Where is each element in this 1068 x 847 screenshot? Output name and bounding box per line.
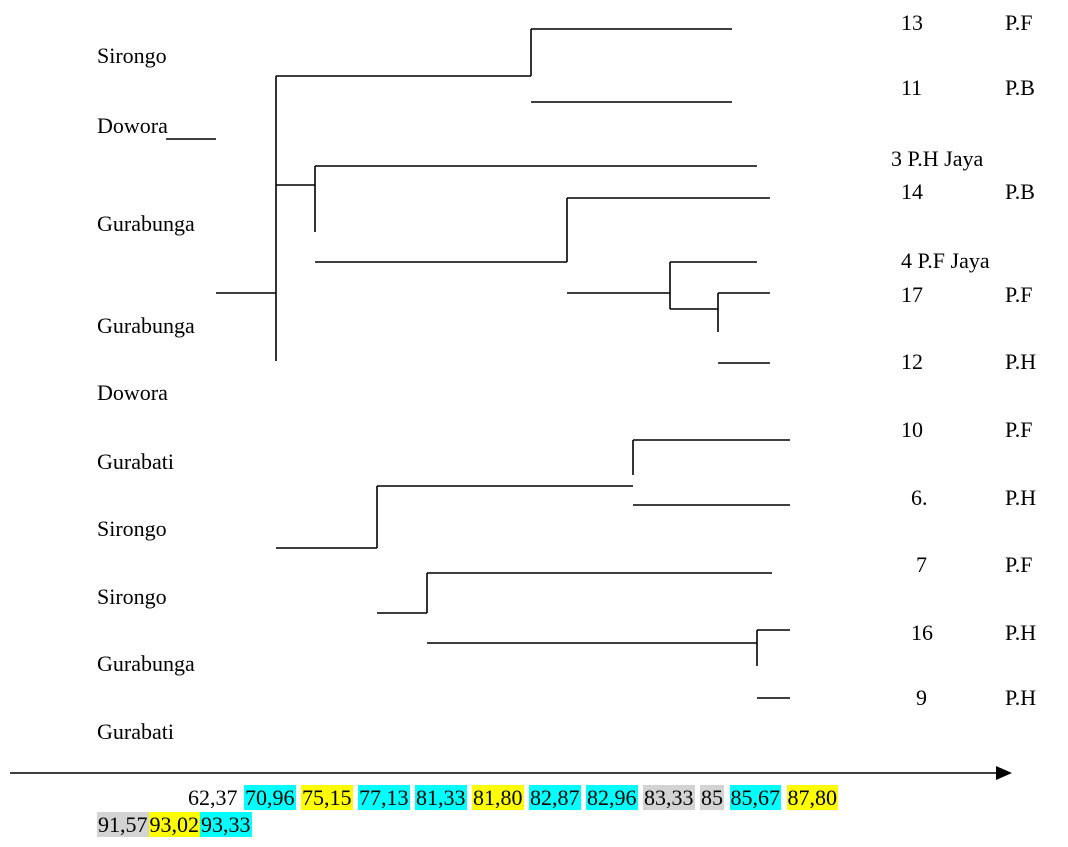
- scale-value: 85,67: [729, 785, 781, 810]
- location-label: Gurabati: [97, 719, 174, 744]
- sample-number: 13: [901, 10, 923, 35]
- sample-number: 14: [901, 179, 923, 204]
- sample-code: P.B: [1005, 75, 1035, 100]
- sample-code: P.F: [1005, 552, 1033, 577]
- location-label: Sirongo: [97, 584, 167, 609]
- location-label: Gurabunga: [97, 211, 195, 236]
- sample-number: 12: [901, 349, 923, 374]
- location-label: Dowora: [97, 113, 168, 138]
- scale-value: 93,33: [200, 812, 252, 837]
- sample-code: P.F: [1005, 10, 1033, 35]
- sample-number: 17: [901, 282, 923, 307]
- sample-code: P.H: [1005, 485, 1037, 510]
- scale-value: 70,96: [244, 785, 296, 810]
- sample-number: 16: [911, 620, 933, 645]
- sample-code: P.H: [1005, 349, 1037, 374]
- sample-code: P.F: [1005, 282, 1033, 307]
- scale-value: 62,37: [188, 785, 238, 810]
- scale-value: 91,57: [97, 812, 149, 837]
- scale-value: 83,33: [643, 785, 695, 810]
- scale-value: 82,87: [529, 785, 581, 810]
- scale-value: 82,96: [586, 785, 638, 810]
- scale-values-line-2: 91,5793,0293,33: [97, 812, 252, 838]
- location-label: Gurabati: [97, 449, 174, 474]
- sample-code: P.F: [1005, 417, 1033, 442]
- sample-number: 4 P.F Jaya: [901, 248, 990, 273]
- scale-values-line-1: 62,37 70,96 75,15 77,13 81,33 81,80 82,8…: [187, 785, 838, 811]
- sample-number: 10: [901, 417, 923, 442]
- sample-number: 3 P.H Jaya: [891, 146, 984, 171]
- arrowhead-icon: [996, 766, 1012, 780]
- location-label: Sirongo: [97, 516, 167, 541]
- location-label: Gurabunga: [97, 651, 195, 676]
- scale-value: 85: [700, 785, 724, 810]
- scale-value: 81,80: [472, 785, 524, 810]
- sample-number: 6.: [911, 485, 928, 510]
- scale-value: 87,80: [786, 785, 838, 810]
- sample-code: P.H: [1005, 685, 1037, 710]
- sample-number: 11: [901, 75, 923, 100]
- scale-value: 75,15: [301, 785, 353, 810]
- location-label: Sirongo: [97, 43, 167, 68]
- location-label: Dowora: [97, 380, 168, 405]
- sample-number: 7: [916, 552, 927, 577]
- scale-value: 93,02: [148, 812, 200, 837]
- sample-number: 9: [916, 685, 927, 710]
- scale-value: 77,13: [358, 785, 410, 810]
- location-label: Gurabunga: [97, 313, 195, 338]
- scale-value: 81,33: [415, 785, 467, 810]
- sample-code: P.H: [1005, 620, 1037, 645]
- sample-code: P.B: [1005, 179, 1035, 204]
